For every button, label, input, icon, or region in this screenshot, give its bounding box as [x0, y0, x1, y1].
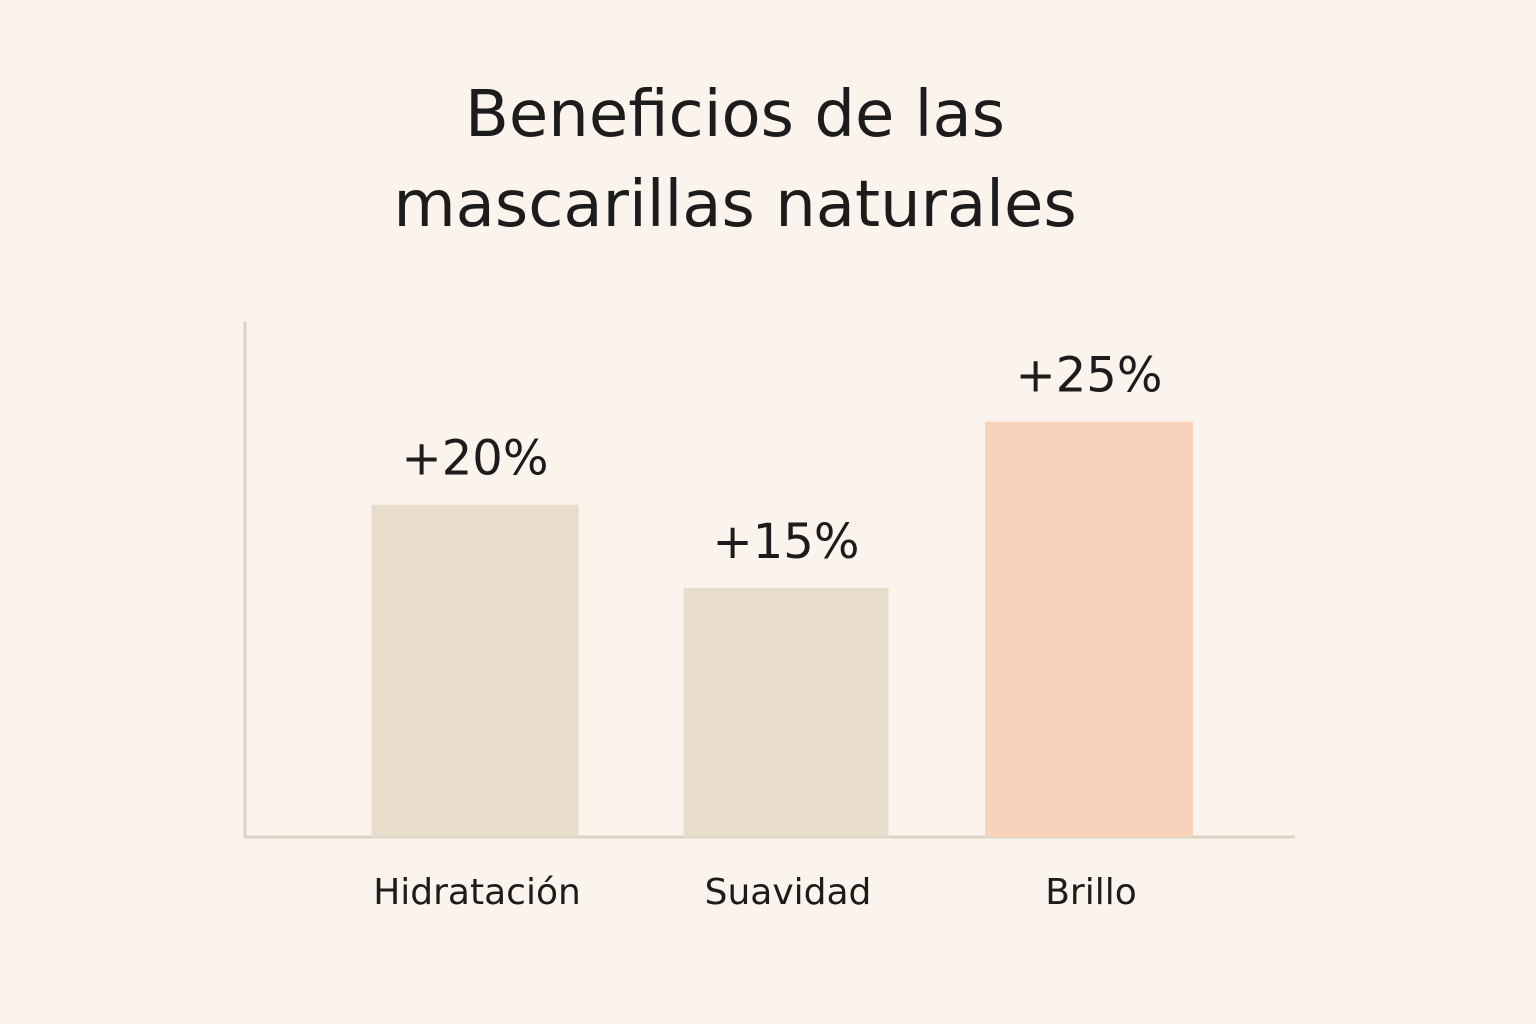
chart-title-line-1: Beneficios de las [464, 78, 1006, 152]
chart-title-line-2: mascarillas naturales [393, 168, 1077, 242]
bar-brillo [985, 421, 1193, 837]
bar-value-label: +20% [402, 431, 549, 487]
category-label: Brillo [1045, 872, 1137, 913]
bar-hidratacion [371, 504, 579, 837]
bar-value-label: +25% [1016, 348, 1163, 404]
bar-suavidad [683, 587, 889, 837]
chart-title: Beneficios de las mascarillas naturales [0, 70, 1470, 250]
category-label: Suavidad [705, 872, 872, 913]
category-label: Hidratación [373, 872, 581, 913]
bars-group: +20% Hidratación +15% Suavidad +25% Brillo [371, 348, 1193, 913]
bar-value-label: +15% [713, 514, 860, 570]
